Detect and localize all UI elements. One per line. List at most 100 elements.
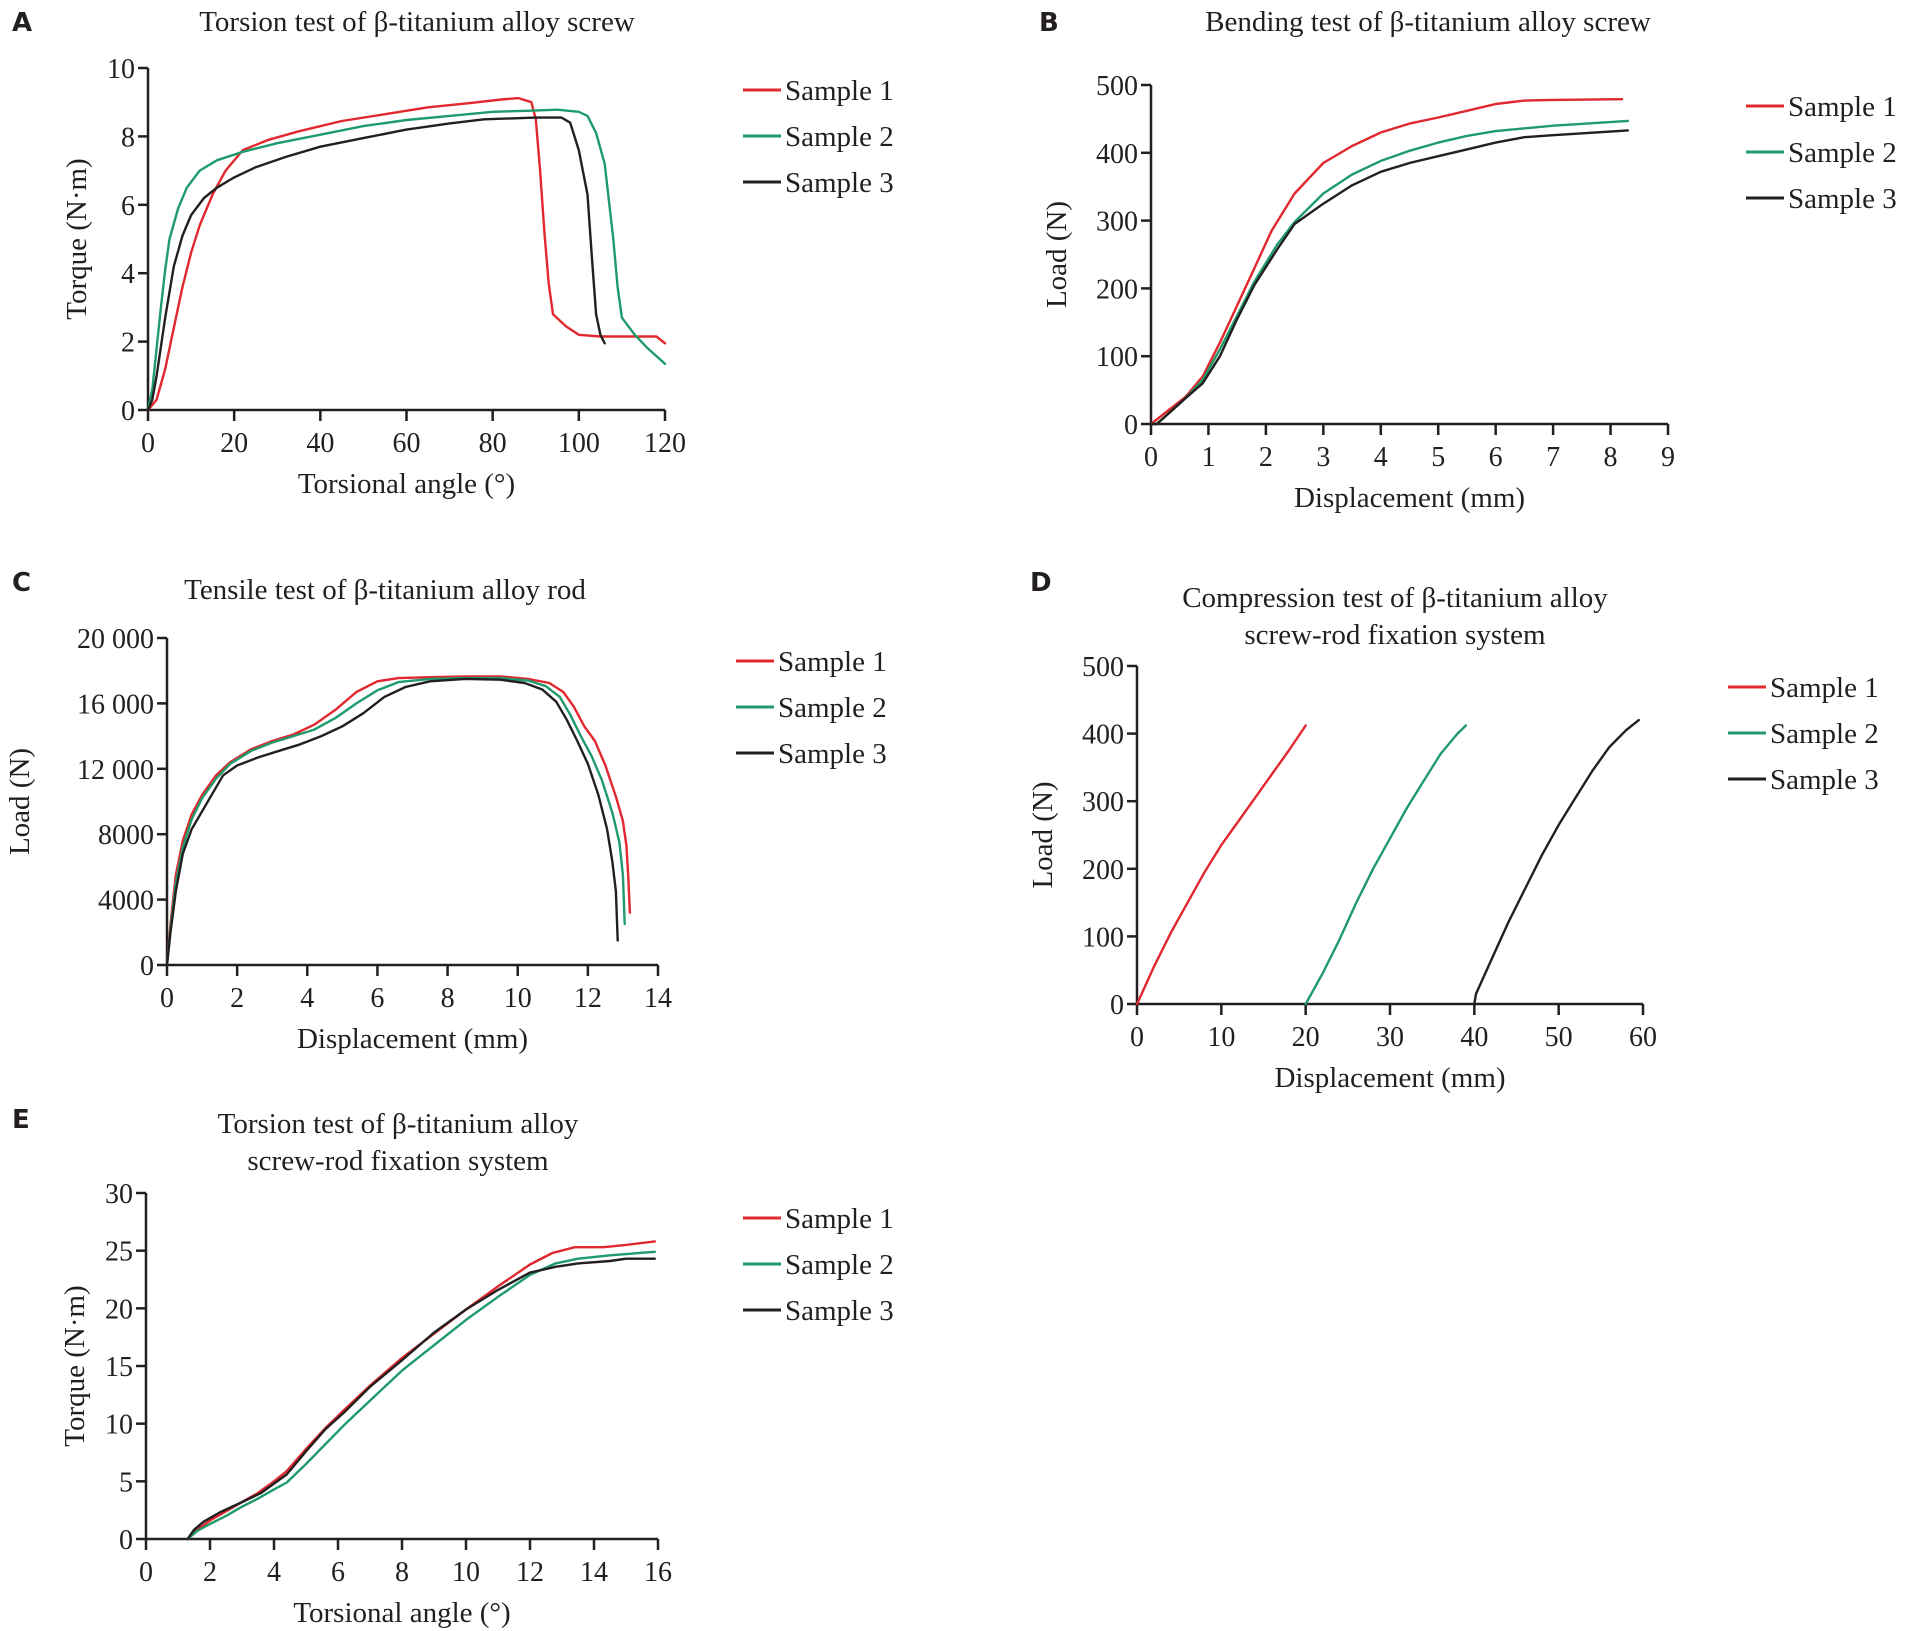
legend-label: Sample 3: [785, 167, 894, 199]
x-tick-label: 8: [395, 1557, 409, 1588]
legend-label: Sample 2: [1788, 137, 1897, 169]
panel-letter: B: [1039, 8, 1059, 38]
y-tick-label: 2: [121, 328, 135, 359]
x-tick-label: 1: [1201, 442, 1215, 473]
y-tick-label: 25: [105, 1237, 133, 1268]
x-tick-label: 7: [1546, 442, 1560, 473]
panel-title-line: Torsion test of β-titanium alloy screw: [199, 6, 635, 38]
panel-title-line: Compression test of β-titanium alloy: [1182, 582, 1608, 614]
panel-title: Compression test of β-titanium alloy scr…: [1125, 580, 1665, 654]
y-tick-label: 100: [1096, 342, 1138, 373]
y-tick-label: 10: [107, 54, 135, 85]
x-axis-title: Displacement (mm): [1294, 482, 1525, 514]
x-tick-label: 6: [331, 1557, 345, 1588]
x-tick-label: 20: [220, 428, 248, 459]
x-tick-label: 6: [1489, 442, 1503, 473]
panel-c: C Tensile test of β-titanium alloy rod 0…: [0, 0, 900, 1080]
y-axis-title: Torque (N·m): [61, 158, 93, 319]
y-tick-label: 5: [119, 1467, 133, 1498]
x-tick-label: 10: [452, 1557, 480, 1588]
x-tick-label: 50: [1545, 1022, 1573, 1053]
legend-label: Sample 1: [1770, 672, 1879, 704]
legend-label: Sample 2: [778, 692, 887, 724]
legend-label: Sample 2: [1770, 718, 1879, 750]
y-axis-title: Torque (N·m): [59, 1285, 91, 1446]
panel-b: B Bending test of β-titanium alloy screw…: [0, 0, 1907, 514]
panel-title-line: screw-rod fixation system: [1244, 619, 1546, 651]
x-tick-label: 4: [300, 983, 314, 1014]
chart-c: 0 4000 8000 12 000 16 000 20 000 0 2 4 6 8 10 12 14 Di…: [4, 624, 887, 1055]
panel-letter: A: [12, 8, 33, 38]
series-line-sample-3: [1473, 718, 1640, 1006]
y-tick-label: 100: [1082, 922, 1124, 953]
x-tick-label: 6: [370, 983, 384, 1014]
x-tick-label: 14: [580, 1557, 608, 1588]
panel-title: Tensile test of β-titanium alloy rod: [150, 572, 620, 609]
x-tick-label: 40: [306, 428, 334, 459]
legend-label: Sample 3: [785, 1295, 894, 1327]
y-tick-label: 0: [1124, 410, 1138, 441]
series-line-sample-3: [1149, 129, 1629, 426]
y-tick-label: 500: [1096, 71, 1138, 102]
y-tick-label: 10: [105, 1410, 133, 1441]
x-axis-title: Torsional angle (°): [293, 1597, 510, 1629]
y-tick-label: 15: [105, 1352, 133, 1383]
panel-a: A Torsion test of β-titanium alloy screw…: [0, 0, 900, 500]
y-tick-label: 4: [121, 259, 135, 290]
x-tick-label: 0: [160, 983, 174, 1014]
series-line-sample-2: [186, 1250, 656, 1541]
y-axis-title: Load (N): [1041, 201, 1073, 308]
x-tick-label: 12: [574, 983, 602, 1014]
panel-letter: D: [1030, 568, 1052, 598]
y-tick-label: 0: [1110, 990, 1124, 1021]
y-tick-label: 200: [1096, 274, 1138, 305]
y-tick-label: 12 000: [77, 755, 154, 786]
panel-title: Bending test of β-titanium alloy screw: [1148, 4, 1708, 41]
panel-title-line: screw-rod fixation system: [247, 1145, 549, 1177]
panel-e: E Torsion test of β-titanium alloy screw…: [0, 0, 900, 1631]
legend-label: Sample 1: [1788, 91, 1897, 123]
y-tick-label: 300: [1096, 207, 1138, 238]
x-tick-label: 8: [1604, 442, 1618, 473]
legend-label: Sample 2: [785, 1249, 894, 1281]
y-tick-label: 4000: [98, 886, 154, 917]
panel-title-line: Bending test of β-titanium alloy screw: [1205, 6, 1651, 38]
x-tick-label: 2: [203, 1557, 217, 1588]
y-tick-label: 20: [105, 1294, 133, 1325]
y-tick-label: 400: [1096, 139, 1138, 170]
y-tick-label: 20 000: [77, 624, 154, 655]
y-tick-label: 200: [1082, 855, 1124, 886]
x-tick-label: 10: [1207, 1022, 1235, 1053]
panel-letter: E: [12, 1105, 30, 1135]
series-line-sample-2: [146, 108, 667, 412]
series-line-sample-1: [165, 675, 632, 967]
x-tick-label: 14: [644, 983, 672, 1014]
y-tick-label: 0: [121, 396, 135, 427]
legend-label: Sample 2: [785, 121, 894, 153]
y-tick-label: 16 000: [77, 689, 154, 720]
x-tick-label: 4: [267, 1557, 281, 1588]
x-tick-label: 80: [479, 428, 507, 459]
x-axis-title: Displacement (mm): [1274, 1062, 1505, 1094]
series-line-sample-2: [1304, 724, 1468, 1006]
y-tick-label: 30: [105, 1179, 133, 1210]
x-tick-label: 10: [504, 983, 532, 1014]
y-tick-label: 300: [1082, 787, 1124, 818]
x-axis-title: Displacement (mm): [297, 1023, 528, 1055]
series-line-sample-3: [186, 1257, 656, 1541]
x-tick-label: 100: [558, 428, 600, 459]
series-line-sample-1: [146, 96, 667, 412]
series-line-sample-3: [146, 116, 606, 412]
series-line-sample-1: [1149, 98, 1624, 426]
chart-e: 0 5 10 15 20 25 30 0 2 4 6 8 10 12 14 16 Torsional angle…: [59, 1179, 894, 1629]
y-tick-label: 0: [140, 951, 154, 982]
y-tick-label: 6: [121, 191, 135, 222]
x-tick-label: 12: [516, 1557, 544, 1588]
x-tick-label: 0: [141, 428, 155, 459]
series-line-sample-2: [165, 676, 626, 967]
x-tick-label: 8: [441, 983, 455, 1014]
x-tick-label: 9: [1661, 442, 1675, 473]
y-tick-label: 0: [119, 1525, 133, 1556]
series-line-sample-1: [1135, 724, 1307, 1006]
x-tick-label: 0: [1130, 1022, 1144, 1053]
